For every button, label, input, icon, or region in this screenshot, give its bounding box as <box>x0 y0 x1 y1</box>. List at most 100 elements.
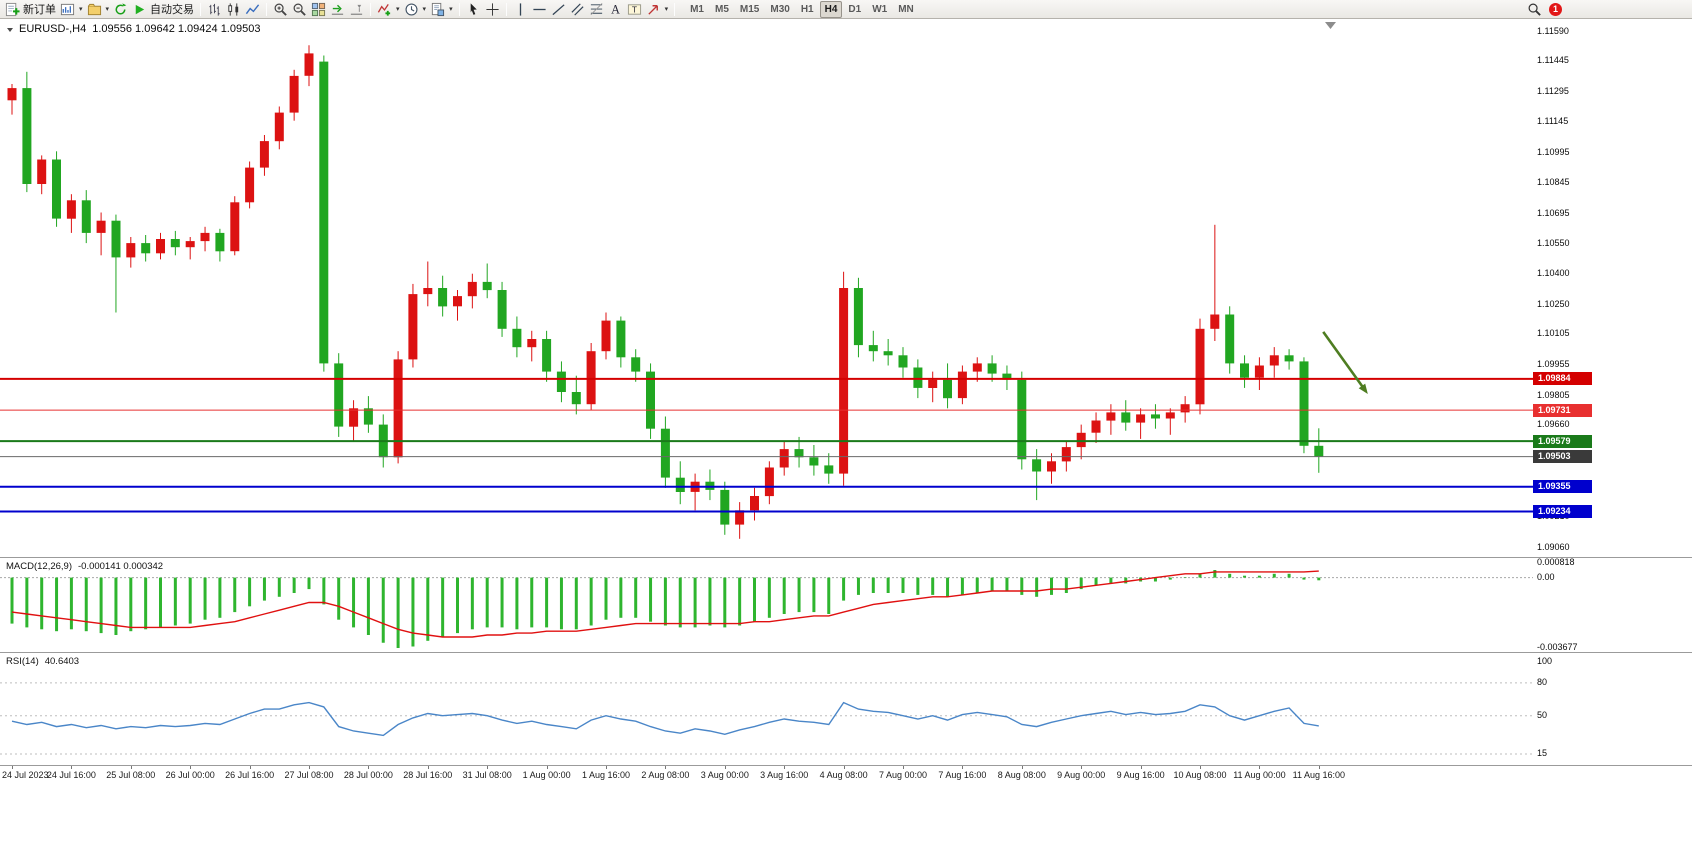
macd-signal-line <box>11 570 1319 638</box>
rsi-panel[interactable]: RSI(14) 40.6403 100 80 50 15 <box>0 652 1692 765</box>
search-button[interactable] <box>1525 1 1544 18</box>
rsi-axis-label: 50 <box>1537 710 1548 721</box>
timeframe-m15-button[interactable]: M15 <box>735 1 764 18</box>
crosshair-button[interactable] <box>483 1 502 18</box>
auto-scroll-button[interactable] <box>328 1 347 18</box>
price-axis-tick: 1.11445 <box>1537 55 1569 66</box>
price-line-label: 1.09355 <box>1533 480 1592 494</box>
time-axis-label: 8 Aug 08:00 <box>997 770 1046 780</box>
clock-icon <box>405 2 418 16</box>
time-axis-label: 26 Jul 00:00 <box>165 770 215 780</box>
time-axis-tick <box>546 766 548 769</box>
time-axis-label: 4 Aug 08:00 <box>819 770 868 780</box>
time-axis-tick <box>1200 766 1201 769</box>
line-chart-icon <box>245 3 260 14</box>
time-axis-label: 11 Aug 00:00 <box>1233 770 1286 780</box>
price-chart-panel[interactable]: EURUSD-,H4 1.09556 1.09642 1.09424 1.095… <box>0 19 1692 557</box>
time-axis[interactable]: 24 Jul 2023 24 Jul 16:00 25 Jul 08:00 26 Ju… <box>0 765 1692 783</box>
time-axis-tick <box>190 766 192 769</box>
annotation-arrow[interactable] <box>1322 331 1368 395</box>
time-axis-label: 26 Jul 16:00 <box>225 770 275 780</box>
channel-button[interactable] <box>568 1 587 18</box>
timeframe-d1-button[interactable]: D1 <box>843 1 866 18</box>
toolbar-separator <box>370 2 372 16</box>
time-axis-label: 28 Jul 16:00 <box>403 770 453 780</box>
new-order-label: 新订单 <box>23 4 56 16</box>
rsi-svg <box>0 682 1533 755</box>
macd-axis-label: -0.003677 <box>1537 642 1578 653</box>
rsi-title: RSI(14) 40.6403 <box>6 656 79 667</box>
time-axis-label: 1 Aug 16:00 <box>581 770 631 780</box>
crosshair-icon <box>485 2 499 16</box>
new-order-icon <box>5 2 20 16</box>
indicators-button[interactable]: ▾ <box>375 1 402 18</box>
chart-shift-marker[interactable] <box>1325 22 1336 29</box>
profiles-button[interactable]: ▾ <box>85 1 112 18</box>
time-axis-tick <box>843 766 845 769</box>
fibonacci-button[interactable] <box>587 1 606 18</box>
text-icon: A <box>611 2 620 16</box>
price-line-label: 1.09884 <box>1533 372 1592 386</box>
time-axis-label: 27 Jul 08:00 <box>284 770 334 780</box>
time-axis-tick <box>368 766 370 769</box>
zoom-out-button[interactable] <box>290 1 309 18</box>
new-chart-icon <box>60 3 75 15</box>
profiles-icon <box>87 3 101 15</box>
price-axis-tick: 1.11295 <box>1537 85 1569 96</box>
toolbar-separator <box>674 2 676 16</box>
notification-badge[interactable]: 1 <box>1549 2 1562 16</box>
tile-windows-button[interactable] <box>309 1 328 18</box>
time-axis-tick <box>130 766 132 769</box>
periods-button[interactable]: ▾ <box>402 1 429 18</box>
time-axis-label: 7 Aug 00:00 <box>878 770 928 780</box>
timeframe-mn-button[interactable]: MN <box>893 1 919 18</box>
chart-shift-button[interactable] <box>347 1 366 18</box>
trendline-button[interactable] <box>549 1 568 18</box>
macd-values: -0.000141 0.000342 <box>78 561 164 572</box>
cursor-button[interactable] <box>464 1 483 18</box>
toolbar-separator <box>200 2 202 16</box>
chevron-down-icon: ▾ <box>105 5 110 13</box>
time-axis-tick <box>1081 766 1083 769</box>
candles <box>7 45 1324 539</box>
toolbar-separator <box>458 2 460 16</box>
timeframe-m30-button[interactable]: M30 <box>765 1 794 18</box>
price-axis-tick: 1.09660 <box>1537 419 1570 430</box>
zoom-in-icon <box>274 3 287 16</box>
timeframe-h4-button[interactable]: H4 <box>819 0 843 18</box>
new-order-button[interactable]: 新订单 <box>3 1 58 18</box>
candlestick-chart-button[interactable] <box>224 1 243 18</box>
autotrading-button[interactable]: 自动交易 <box>130 1 196 18</box>
timeframe-h1-button[interactable]: H1 <box>796 1 819 18</box>
templates-button[interactable]: ▾ <box>428 1 455 18</box>
templates-icon <box>431 2 445 16</box>
timeframe-m5-button[interactable]: M5 <box>710 1 734 18</box>
price-line-label: 1.09503 <box>1533 450 1592 464</box>
time-axis-tick <box>903 766 904 769</box>
macd-panel[interactable]: MACD(12,26,9) -0.000141 0.000342 0.00081… <box>0 557 1692 652</box>
new-chart-button[interactable]: ▾ <box>58 1 85 18</box>
refresh-button[interactable] <box>111 1 130 18</box>
text-button[interactable]: A <box>606 1 625 18</box>
bar-chart-button[interactable] <box>205 1 224 18</box>
arrows-button[interactable]: ▾ <box>644 1 671 18</box>
horizontal-line-button[interactable] <box>530 1 549 18</box>
macd-label: MACD(12,26,9) <box>6 561 72 572</box>
line-chart-button[interactable] <box>243 1 262 18</box>
text-label-icon: T <box>627 4 641 15</box>
macd-axis-label: 0.00 <box>1537 572 1555 583</box>
chart-ohlc-values: 1.09556 1.09642 1.09424 1.09503 <box>92 23 261 35</box>
timeframe-m1-button[interactable]: M1 <box>685 1 709 18</box>
symbol-dropdown-icon[interactable] <box>7 27 13 32</box>
text-label-button[interactable]: T <box>625 1 644 18</box>
auto-scroll-icon <box>331 4 344 15</box>
cursor-icon <box>470 2 477 15</box>
time-axis-tick <box>249 766 251 769</box>
price-line-label: 1.09234 <box>1533 505 1592 518</box>
timeframe-w1-button[interactable]: W1 <box>867 1 892 18</box>
zoom-in-button[interactable] <box>271 1 290 18</box>
vertical-line-button[interactable] <box>511 1 530 18</box>
time-axis-label: 3 Aug 00:00 <box>700 770 749 780</box>
time-axis-tick <box>1259 766 1261 769</box>
macd-svg <box>0 570 1533 648</box>
